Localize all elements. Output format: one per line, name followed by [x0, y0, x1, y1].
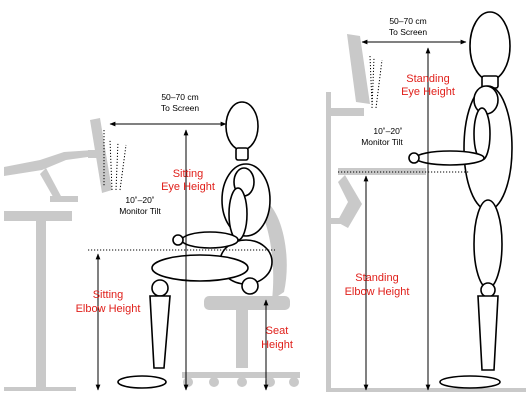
- sitting-tilt-label-1: 10˚–20˚: [125, 195, 154, 205]
- sitting-tilt-line-a: [109, 139, 113, 191]
- sitting-eye-label-2: Eye Height: [161, 181, 215, 193]
- standing-distance-label-2: To Screen: [389, 27, 428, 37]
- sitting-tilt-line-c: [119, 144, 127, 191]
- standing-monitor: [330, 34, 370, 116]
- standing-scene: 50–70 cm To Screen Standing Eye Height 1…: [326, 11, 526, 392]
- seat-height-label-1: Seat: [266, 325, 289, 337]
- sitting-monitor: [4, 118, 112, 202]
- sitting-tilt-label-2: Monitor Tilt: [119, 206, 161, 216]
- standing-eye-label-1: Standing: [406, 73, 449, 85]
- standing-eye-level-line: [369, 55, 373, 105]
- sitting-distance-label-1: 50–70 cm: [161, 92, 198, 102]
- standing-elbow-label-2: Elbow Height: [345, 286, 410, 298]
- standing-tilt-label-2: Monitor Tilt: [361, 137, 403, 147]
- sitting-desk: [4, 211, 76, 391]
- sitting-scene: 50–70 cm To Screen Sitting Eye Height 10…: [4, 92, 300, 391]
- sitting-tilt-line-b: [115, 141, 119, 191]
- seat-height-label-2: Height: [261, 339, 293, 351]
- sitting-elbow-label-2: Elbow Height: [76, 303, 141, 315]
- standing-distance-label-1: 50–70 cm: [389, 16, 426, 26]
- standing-elbow-label-1: Standing: [355, 272, 398, 284]
- sitting-distance-label-2: To Screen: [161, 103, 200, 113]
- standing-eye-label-2: Eye Height: [401, 86, 455, 98]
- sitting-elbow-label-1: Sitting: [93, 289, 124, 301]
- standing-mannequin: [408, 11, 513, 389]
- sitting-chair: [182, 200, 300, 387]
- sitting-eye-label-1: Sitting: [173, 168, 204, 180]
- sitting-mannequin: [117, 101, 273, 389]
- standing-tilt-label-1: 10˚–20˚: [373, 126, 402, 136]
- standing-tilt-line-b: [375, 59, 383, 109]
- standing-tilt-line-a: [371, 57, 375, 109]
